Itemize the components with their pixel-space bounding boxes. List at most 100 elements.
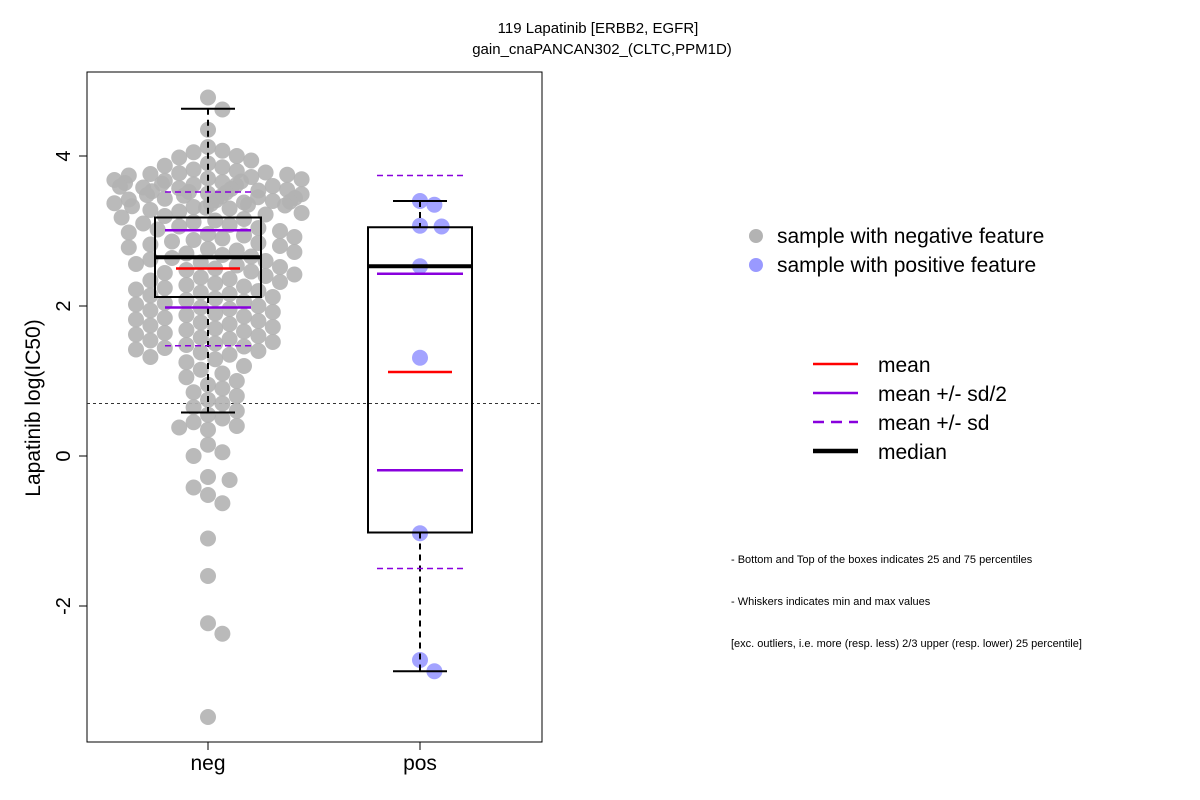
- point-neg: [221, 301, 238, 317]
- point-neg: [236, 278, 252, 295]
- point-neg: [192, 329, 209, 346]
- point-neg: [178, 307, 195, 323]
- point-neg: [120, 239, 137, 256]
- point-neg: [207, 275, 224, 292]
- point-neg: [128, 281, 144, 298]
- point-neg: [178, 369, 195, 386]
- point-neg: [236, 211, 252, 227]
- point-neg: [128, 341, 144, 358]
- point-neg: [178, 277, 195, 293]
- point-neg: [200, 226, 216, 242]
- point-neg: [228, 388, 245, 404]
- point-neg: [272, 259, 288, 275]
- point-neg: [214, 444, 231, 461]
- point-neg: [185, 399, 202, 416]
- point-neg: [142, 302, 159, 319]
- point-neg: [243, 152, 260, 169]
- point-neg: [207, 351, 224, 368]
- point-neg: [156, 340, 173, 356]
- legend-marker-negative: [749, 229, 763, 243]
- point-neg: [200, 421, 216, 438]
- point-neg: [192, 284, 209, 301]
- point-neg: [171, 419, 188, 436]
- point-neg: [243, 263, 260, 280]
- point-neg: [142, 166, 159, 182]
- point-neg: [185, 232, 202, 248]
- point-neg: [250, 298, 267, 314]
- legend: sample with negative feature sample with …: [749, 225, 1044, 464]
- note-line-2: - Whiskers indicates min and max values: [731, 596, 931, 608]
- point-neg: [185, 144, 202, 161]
- point-neg: [214, 625, 231, 642]
- chart-notes: - Bottom and Top of the boxes indicates …: [731, 525, 1082, 665]
- point-neg: [214, 380, 231, 397]
- legend-marker-positive: [749, 258, 763, 272]
- point-neg: [192, 344, 209, 361]
- point-neg: [228, 373, 245, 389]
- point-neg: [178, 354, 195, 371]
- point-neg: [200, 121, 216, 138]
- point-neg: [221, 472, 238, 488]
- point-neg: [250, 328, 267, 344]
- point-neg: [142, 349, 159, 365]
- point-neg: [200, 436, 216, 453]
- point-neg: [264, 304, 281, 320]
- point-neg: [272, 274, 288, 290]
- x-tick-label-pos: pos: [403, 752, 437, 775]
- point-neg: [171, 203, 188, 220]
- point-neg: [228, 257, 245, 274]
- point-pos: [412, 652, 428, 668]
- y-tick-label: 4: [53, 150, 75, 161]
- point-neg: [112, 178, 128, 195]
- point-neg: [214, 159, 231, 176]
- point-neg: [286, 266, 303, 283]
- point-neg: [128, 326, 144, 343]
- point-neg: [228, 418, 245, 434]
- plot-area: -2 0 2 4 neg pos: [53, 71, 543, 775]
- point-pos: [426, 196, 443, 213]
- point-neg: [236, 358, 252, 374]
- point-neg: [135, 215, 152, 232]
- point-neg: [124, 198, 140, 215]
- point-neg: [178, 292, 195, 308]
- point-neg: [149, 221, 166, 238]
- y-tick-label: -2: [53, 597, 75, 615]
- point-neg: [142, 317, 159, 334]
- point-neg: [171, 149, 188, 166]
- point-neg: [240, 196, 256, 213]
- point-neg: [236, 323, 252, 340]
- point-neg: [293, 205, 310, 221]
- point-neg: [207, 335, 224, 352]
- point-neg: [221, 331, 238, 347]
- point-neg: [142, 332, 159, 349]
- point-neg: [207, 290, 224, 307]
- point-neg: [200, 155, 216, 172]
- point-neg: [198, 199, 214, 216]
- point-neg: [207, 305, 224, 322]
- point-neg: [185, 448, 202, 464]
- point-neg: [214, 230, 231, 247]
- chart-title: 119 Lapatinib [ERBB2, EGFR]: [498, 20, 699, 37]
- point-neg: [250, 220, 267, 236]
- point-neg: [264, 334, 281, 350]
- point-neg: [192, 361, 209, 378]
- point-neg: [185, 214, 202, 230]
- point-neg: [200, 615, 216, 632]
- point-neg: [214, 142, 231, 159]
- point-neg: [156, 325, 173, 341]
- point-neg: [185, 414, 202, 431]
- point-neg: [264, 289, 281, 305]
- note-line-3: [exc. outliers, i.e. more (resp. less) 2…: [731, 638, 1082, 650]
- point-neg: [192, 269, 209, 286]
- chart-subtitle: gain_cnaPANCAN302_(CLTC,PPM1D): [472, 41, 732, 58]
- point-neg: [200, 487, 216, 503]
- point-neg: [286, 229, 303, 245]
- plot-frame: [86, 71, 543, 743]
- point-neg: [164, 233, 180, 250]
- point-neg: [156, 157, 173, 174]
- point-neg: [264, 193, 281, 209]
- point-neg: [257, 164, 274, 181]
- point-neg: [200, 376, 216, 393]
- point-neg: [192, 314, 209, 331]
